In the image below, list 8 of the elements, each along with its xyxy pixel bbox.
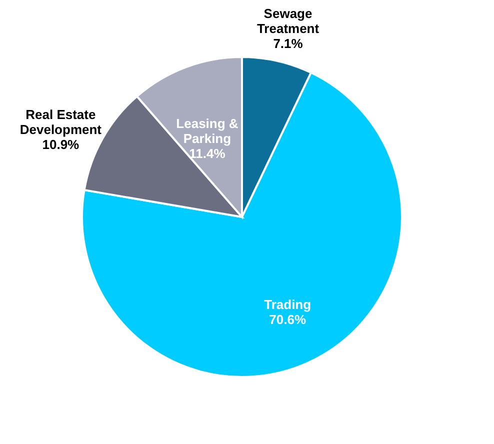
data-label: 70.6% bbox=[269, 312, 306, 328]
data-label: 10.9% bbox=[42, 137, 80, 152]
data-label: 7.1% bbox=[273, 36, 304, 52]
slice-label: Trading bbox=[264, 297, 312, 312]
slice-label: Real Estate Development bbox=[20, 107, 102, 138]
data-label: 11.4% bbox=[189, 146, 226, 162]
slice-label: Leasing & Parking bbox=[176, 116, 238, 146]
slice-label: Sewage Treatment bbox=[256, 6, 320, 36]
